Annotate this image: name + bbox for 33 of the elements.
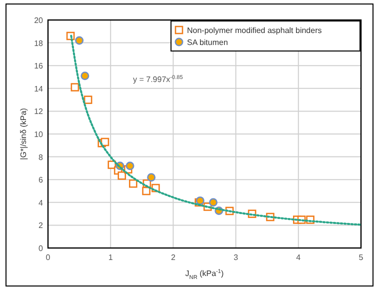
y-tick-label: 2	[38, 221, 44, 230]
point	[84, 96, 92, 104]
x-tick-label: 5	[358, 253, 364, 262]
legend-label: Non-polymer modified asphalt binders	[187, 26, 322, 35]
y-tick-label: 16	[34, 62, 44, 71]
y-tick-label: 0	[38, 244, 44, 253]
point	[126, 162, 134, 170]
x-tick-label: 2	[170, 253, 176, 262]
point	[70, 83, 80, 92]
y-tick-label: 18	[34, 38, 44, 48]
point	[128, 179, 138, 188]
point	[147, 173, 156, 182]
y-tick-label: 20	[34, 16, 44, 25]
x-tick-label: 1	[108, 253, 114, 262]
point	[108, 160, 116, 169]
y-tick-label: 10	[34, 130, 44, 139]
y-tick-label: 6	[38, 176, 44, 185]
y-axis-title: |G*|/sinδ (kPa)	[19, 108, 28, 160]
point	[209, 198, 218, 207]
y-tick-label: 8	[38, 152, 44, 162]
x-tick-label: 3	[234, 253, 239, 262]
point	[142, 186, 150, 196]
point	[75, 36, 84, 45]
x-tick-label: 4	[296, 253, 302, 262]
point	[80, 72, 90, 80]
x-tick-label: 0	[46, 253, 51, 262]
point	[118, 171, 126, 180]
y-tick-label: 12	[34, 107, 44, 116]
legend-label: SA bitumen	[187, 38, 228, 47]
y-tick-label: 4	[38, 198, 44, 208]
y-tick-label: 14	[34, 84, 44, 94]
x-axis-title: J$_{NR}$ (kPa$^{-1}$)	[185, 269, 224, 281]
annotation: y = 7.997x$^{-0.85}$	[133, 75, 183, 84]
